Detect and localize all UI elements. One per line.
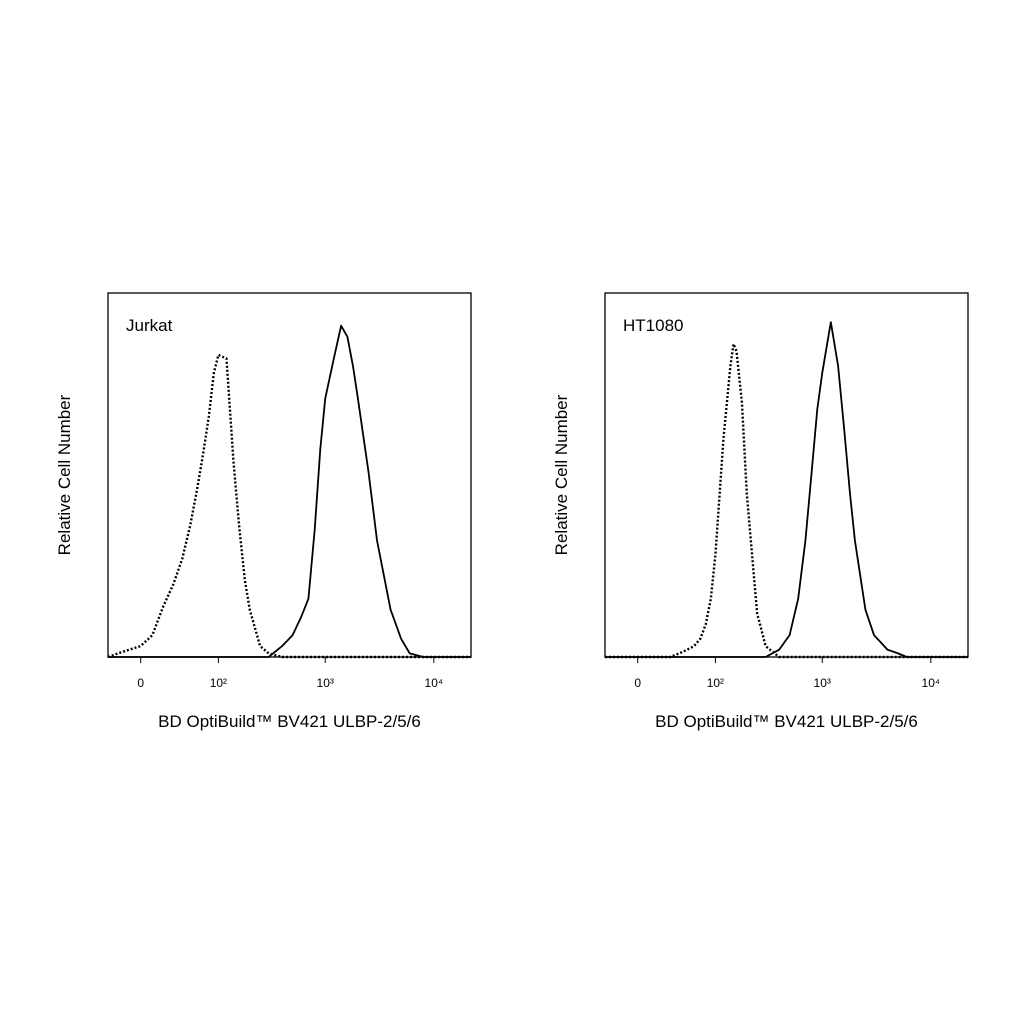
y-axis-label: Relative Cell Number — [55, 394, 74, 555]
x-tick-label: 0 — [137, 676, 144, 690]
histogram-curve — [107, 353, 471, 659]
x-tick-label: 10² — [707, 676, 724, 690]
x-tick-label: 10³ — [814, 676, 831, 690]
plot-frame — [107, 292, 472, 658]
histogram-curve — [605, 342, 968, 659]
x-tick-label: 10⁴ — [425, 676, 444, 690]
histogram-curve — [108, 324, 471, 658]
x-tick-label: 10³ — [317, 676, 334, 690]
histogram-curve — [605, 321, 968, 658]
y-axis-label: Relative Cell Number — [552, 394, 571, 555]
x-tick-label: 10⁴ — [922, 676, 941, 690]
x-tick-label: 10² — [210, 676, 227, 690]
plot-frame — [604, 292, 969, 658]
annotation: Jurkat — [126, 316, 173, 335]
x-tick-label: 0 — [634, 676, 641, 690]
x-axis-label: BD OptiBuild™ BV421 ULBP-2/5/6 — [655, 712, 918, 731]
annotation: HT1080 — [623, 316, 683, 335]
x-axis-label: BD OptiBuild™ BV421 ULBP-2/5/6 — [158, 712, 421, 731]
